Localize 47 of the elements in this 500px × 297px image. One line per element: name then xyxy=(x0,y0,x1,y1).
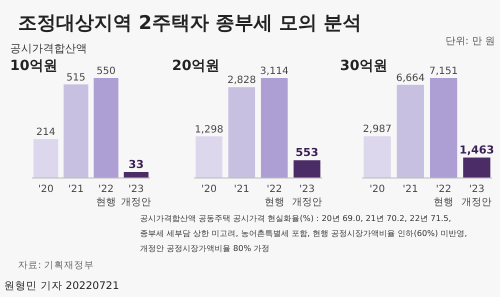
data-label: 7,151 xyxy=(429,66,458,77)
text: 자료: 기획재정부 xyxy=(18,260,94,271)
text: 공시가격합산액 공동주택 공시가격 현실화율(%) : 20년 69.0, 21년 70.2, 22년 71.5, xyxy=(140,213,452,223)
bar xyxy=(196,136,222,178)
data-label: 33 xyxy=(128,158,144,171)
bar xyxy=(124,172,148,178)
x-tick-label: '23 개정안 xyxy=(462,184,492,208)
chart-title: 10억원 xyxy=(10,58,58,74)
bar xyxy=(260,78,288,178)
text: 조정대상지역 2주택자 종부세 모의 분석 xyxy=(18,12,362,34)
data-label: 2,987 xyxy=(362,124,392,136)
x-tick-label: '20 xyxy=(201,184,217,195)
text: 단위: 만 원 xyxy=(445,36,495,47)
bar xyxy=(64,84,88,178)
x-tick-label: '21 xyxy=(402,184,418,195)
x-tick-label: '21 xyxy=(68,184,84,195)
bar xyxy=(463,158,490,178)
chart-title: 20억원 xyxy=(172,58,220,74)
chart-title: 30억원 xyxy=(340,58,388,74)
bar xyxy=(396,84,424,178)
data-label: 214 xyxy=(36,127,56,138)
x-tick-label: '23 개정안 xyxy=(292,184,322,208)
data-label: 1,463 xyxy=(459,144,494,157)
text: 개정안 공정시장가액비율 80% 가정 xyxy=(140,243,270,253)
bar xyxy=(34,139,58,178)
x-tick-label: '20 xyxy=(38,184,54,195)
data-label: 6,664 xyxy=(396,72,425,84)
chart-subtitle: 공시가격합산액 xyxy=(10,42,87,55)
data-label: 3,114 xyxy=(260,66,289,77)
x-tick-label: '20 xyxy=(370,184,385,195)
bar xyxy=(228,87,256,178)
text: 종부세 세부담 상한 미고려, 농어촌특별세 포함, 현행 공정시장가액비율 인하(60%) 미반영, xyxy=(140,228,468,238)
bar xyxy=(94,78,118,178)
x-tick-label: '22 현행 xyxy=(96,184,116,208)
x-tick-label: '21 xyxy=(234,184,250,195)
bar xyxy=(294,160,320,178)
data-label: 550 xyxy=(96,66,116,77)
data-label: 2,828 xyxy=(227,75,256,86)
data-label: 553 xyxy=(295,146,318,160)
bar xyxy=(364,136,391,178)
x-tick-label: '23 개정안 xyxy=(121,184,152,208)
x-tick-label: '22 현행 xyxy=(264,184,284,208)
x-tick-label: '22 현행 xyxy=(434,184,454,208)
text: 원형민 기자 20220721 xyxy=(4,280,120,292)
data-label: 1,298 xyxy=(194,124,224,136)
data-label: 515 xyxy=(66,72,86,84)
bar xyxy=(430,78,458,178)
